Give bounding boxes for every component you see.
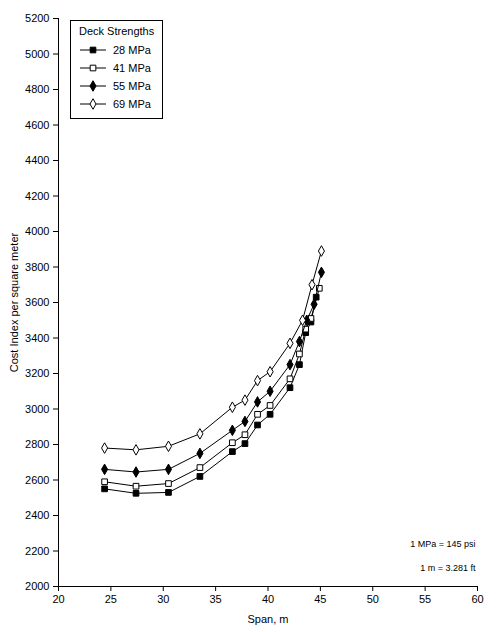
svg-text:2600: 2600 (25, 474, 49, 486)
svg-text:50: 50 (367, 593, 379, 605)
svg-text:2800: 2800 (25, 438, 49, 450)
svg-text:5200: 5200 (25, 12, 49, 24)
svg-text:4200: 4200 (25, 190, 49, 202)
svg-text:2400: 2400 (25, 509, 49, 521)
svg-text:2200: 2200 (25, 545, 49, 557)
svg-text:35: 35 (210, 593, 222, 605)
svg-text:4600: 4600 (25, 119, 49, 131)
svg-text:3200: 3200 (25, 367, 49, 379)
html-text:28 MPa: 28 MPa (113, 44, 151, 56)
html-text:55 MPa: 55 MPa (113, 80, 151, 92)
svg-text:4800: 4800 (25, 83, 49, 95)
svg-text:25: 25 (105, 593, 117, 605)
svg-text:30: 30 (157, 593, 169, 605)
svg-text:55: 55 (419, 593, 431, 605)
svg-text:40: 40 (262, 593, 274, 605)
svg-text:60: 60 (471, 593, 483, 605)
svg-text:3600: 3600 (25, 296, 49, 308)
svg-text:4000: 4000 (25, 225, 49, 237)
svg-text:1 m = 3.281 ft: 1 m = 3.281 ft (420, 563, 476, 573)
svg-text:Cost Index per square meter: Cost Index per square meter (8, 232, 20, 372)
svg-text:3800: 3800 (25, 261, 49, 273)
svg-text:1 MPa = 145 psi: 1 MPa = 145 psi (410, 539, 475, 549)
svg-text:2000: 2000 (25, 580, 49, 592)
svg-text:3400: 3400 (25, 332, 49, 344)
html-text:41 MPa: 41 MPa (113, 62, 151, 74)
svg-text:3000: 3000 (25, 403, 49, 415)
html-text:Deck Strengths: Deck Strengths (79, 25, 155, 37)
svg-text:Span, m: Span, m (248, 613, 289, 625)
svg-text:4400: 4400 (25, 154, 49, 166)
html-text:69 MPa: 69 MPa (113, 98, 151, 110)
svg-text:45: 45 (314, 593, 326, 605)
svg-text:5000: 5000 (25, 48, 49, 60)
svg-text:20: 20 (52, 593, 64, 605)
